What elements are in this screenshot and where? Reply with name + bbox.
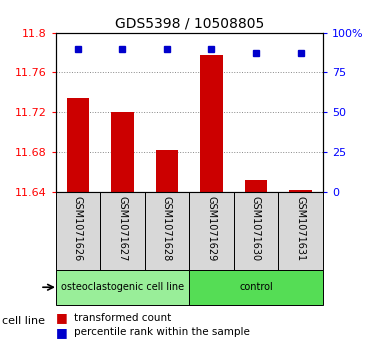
Text: GSM1071629: GSM1071629 (207, 196, 216, 261)
Text: percentile rank within the sample: percentile rank within the sample (74, 327, 250, 337)
FancyBboxPatch shape (234, 192, 278, 270)
Text: osteoclastogenic cell line: osteoclastogenic cell line (61, 282, 184, 292)
Bar (67, 98, 89, 192)
FancyBboxPatch shape (100, 192, 145, 270)
FancyBboxPatch shape (278, 192, 323, 270)
Title: GDS5398 / 10508805: GDS5398 / 10508805 (115, 16, 264, 30)
Text: GSM1071626: GSM1071626 (73, 196, 83, 261)
FancyBboxPatch shape (189, 192, 234, 270)
Text: GSM1071627: GSM1071627 (118, 196, 127, 261)
FancyBboxPatch shape (145, 192, 189, 270)
FancyBboxPatch shape (189, 270, 323, 305)
Text: GSM1071628: GSM1071628 (162, 196, 172, 261)
Bar (200, 54, 223, 192)
Bar (156, 150, 178, 192)
Text: control: control (239, 282, 273, 292)
Bar (289, 190, 312, 192)
Text: ■: ■ (56, 311, 68, 324)
Bar (245, 180, 267, 192)
Text: cell line: cell line (2, 316, 45, 326)
Text: GSM1071630: GSM1071630 (251, 196, 261, 261)
Text: transformed count: transformed count (74, 313, 171, 323)
FancyBboxPatch shape (56, 192, 100, 270)
Text: GSM1071631: GSM1071631 (296, 196, 305, 261)
FancyBboxPatch shape (56, 270, 189, 305)
Bar (111, 112, 134, 192)
Text: ■: ■ (56, 326, 68, 339)
